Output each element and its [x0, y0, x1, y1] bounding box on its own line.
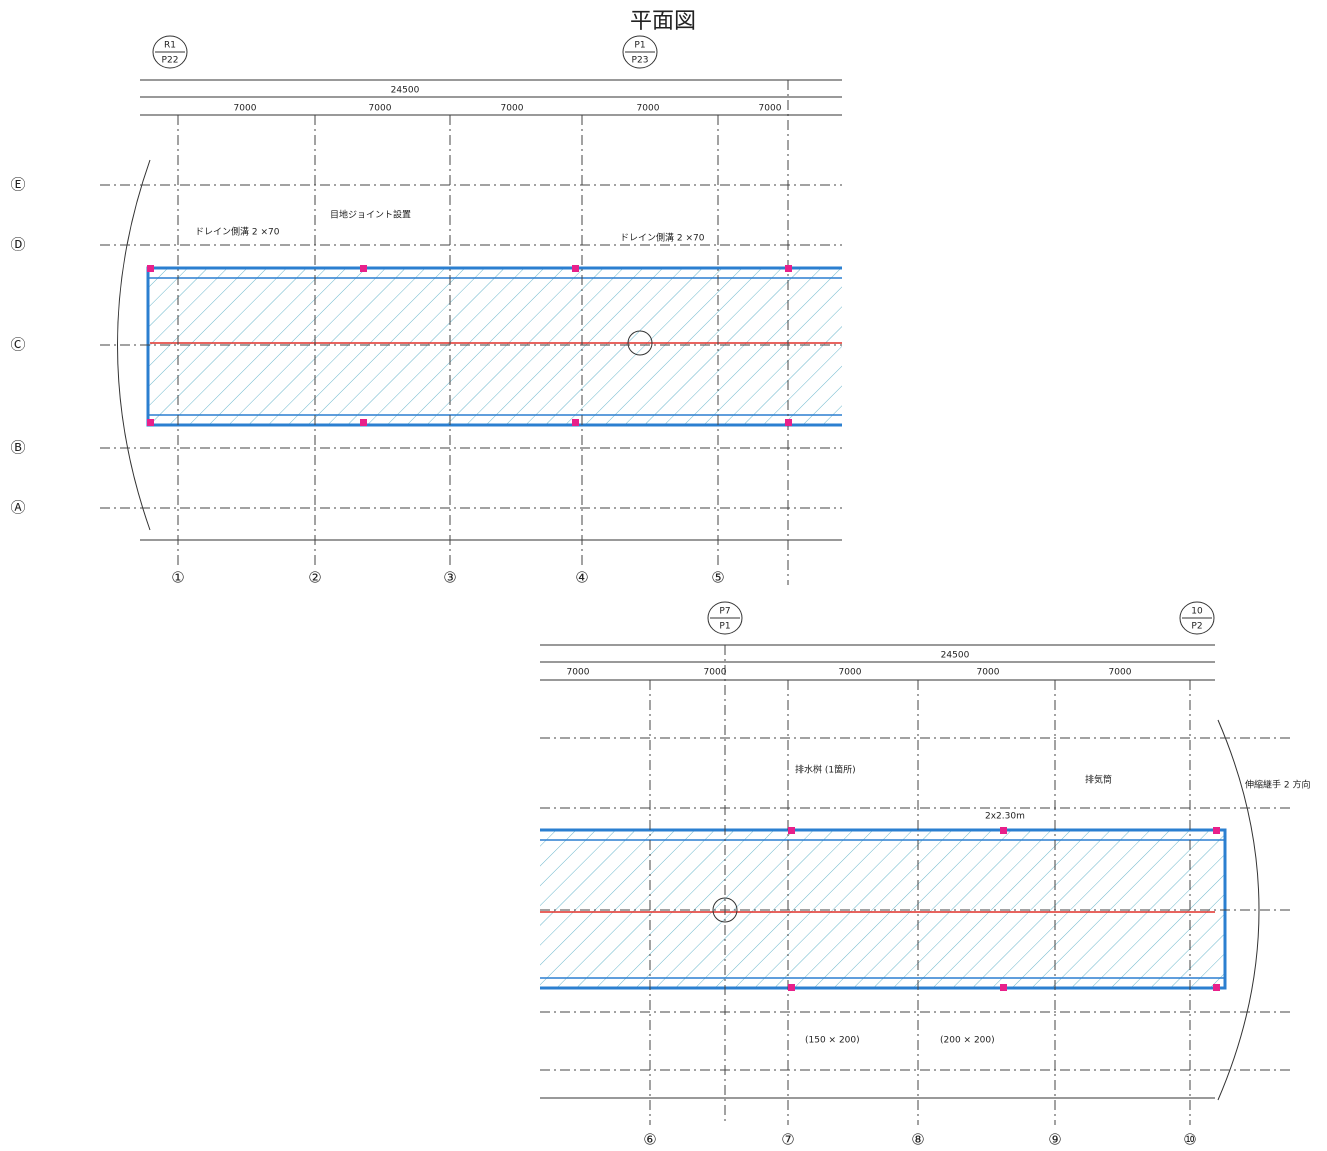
column-label: ③ — [443, 569, 456, 587]
upper-plan — [100, 80, 842, 585]
axis-marker-top: R1 — [164, 41, 176, 51]
column-label: ② — [308, 569, 321, 587]
note: 2x2.30m — [985, 812, 1025, 822]
note: 排水桝 (1箇所) — [795, 764, 856, 776]
column-label: ① — [171, 569, 184, 587]
overall-dimension: 24500 — [391, 86, 420, 96]
column-label: ⑦ — [781, 1131, 794, 1149]
lower-plan — [540, 645, 1290, 1125]
axis-marker-bottom: P22 — [162, 56, 179, 66]
axis-marker-top: P7 — [719, 607, 730, 617]
note: ドレイン側溝 2 ×70 — [620, 232, 705, 244]
span-dimension: 7000 — [839, 668, 862, 678]
row-label: Ⓔ — [10, 176, 25, 194]
row-label: Ⓐ — [10, 499, 25, 517]
overall-dimension: 24500 — [941, 651, 970, 661]
column-label: ⑤ — [711, 569, 724, 587]
axis-marker-top: P1 — [634, 41, 645, 51]
span-dimension: 7000 — [759, 104, 782, 114]
row-label: Ⓒ — [10, 336, 25, 354]
note: ドレイン側溝 2 ×70 — [195, 226, 280, 238]
note: 伸縮継手 2 方向 — [1245, 779, 1310, 791]
column-label: ⑥ — [643, 1131, 656, 1149]
column-label: ④ — [575, 569, 588, 587]
column-label: ⑧ — [911, 1131, 924, 1149]
span-dimension: 7000 — [704, 668, 727, 678]
column-label: ⑨ — [1048, 1131, 1061, 1149]
span-dimension: 7000 — [234, 104, 257, 114]
note: 排気筒 — [1085, 774, 1112, 786]
note: (150 × 200) — [805, 1036, 860, 1046]
axis-marker-bottom: P2 — [1191, 622, 1202, 632]
span-dimension: 7000 — [977, 668, 1000, 678]
span-dimension: 7000 — [1109, 668, 1132, 678]
axis-marker-bottom: P23 — [632, 56, 649, 66]
axis-marker-bottom: P1 — [719, 622, 730, 632]
span-dimension: 7000 — [501, 104, 524, 114]
column-label: ⑩ — [1183, 1131, 1196, 1149]
span-dimension: 7000 — [637, 104, 660, 114]
axis-marker-top: 10 — [1191, 607, 1203, 617]
note: 目地ジョイント設置 — [330, 209, 411, 221]
drawing: 平面図 — [0, 0, 1327, 1151]
note: (200 × 200) — [940, 1036, 995, 1046]
row-label: Ⓓ — [10, 236, 25, 254]
row-label: Ⓑ — [10, 439, 25, 457]
span-dimension: 7000 — [567, 668, 590, 678]
title: 平面図 — [630, 9, 696, 34]
span-dimension: 7000 — [369, 104, 392, 114]
